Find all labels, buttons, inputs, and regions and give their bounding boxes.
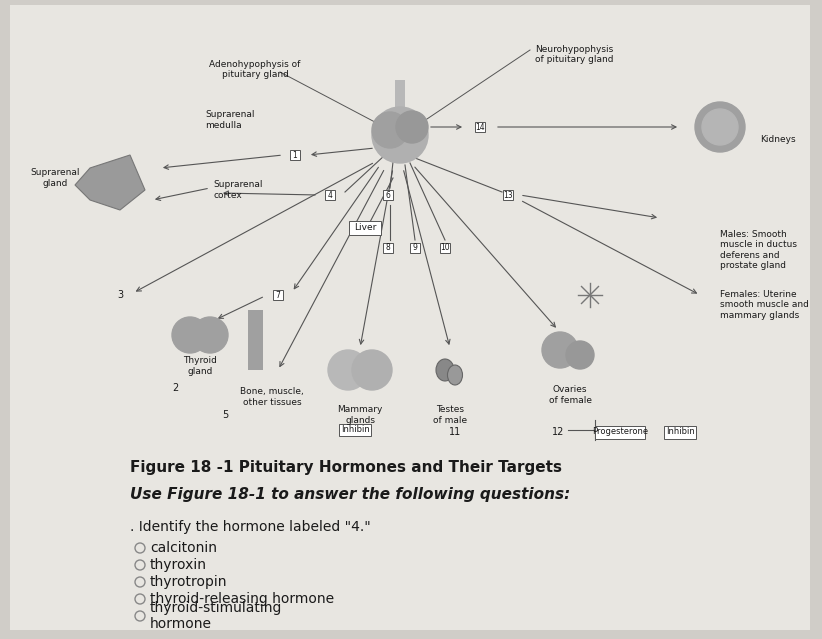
- Bar: [248, 310, 263, 370]
- Text: thyroid-releasing hormone: thyroid-releasing hormone: [150, 592, 334, 606]
- Bar: [475, 122, 485, 132]
- Text: thyroxin: thyroxin: [150, 558, 207, 572]
- Text: Inhibin: Inhibin: [666, 427, 695, 436]
- Circle shape: [352, 350, 392, 390]
- Bar: [410, 243, 420, 253]
- Text: 10: 10: [441, 243, 450, 252]
- Text: Liver: Liver: [353, 224, 376, 233]
- Text: Bone, muscle,
other tissues: Bone, muscle, other tissues: [240, 387, 304, 406]
- Circle shape: [372, 112, 408, 148]
- Circle shape: [328, 350, 368, 390]
- Ellipse shape: [447, 365, 463, 385]
- Text: 1: 1: [293, 151, 298, 160]
- Circle shape: [372, 107, 428, 163]
- Text: Males: Smooth
muscle in ductus
deferens and
prostate gland: Males: Smooth muscle in ductus deferens …: [720, 230, 797, 270]
- Text: 6: 6: [386, 190, 390, 199]
- Text: Females: Uterine
smooth muscle and
mammary glands: Females: Uterine smooth muscle and mamma…: [720, 290, 809, 320]
- Bar: [325, 190, 335, 200]
- Text: 12: 12: [552, 427, 564, 437]
- Text: Suprarenal
gland: Suprarenal gland: [30, 168, 80, 188]
- Text: 11: 11: [449, 427, 461, 437]
- Text: Kidneys: Kidneys: [760, 135, 796, 144]
- Text: calcitonin: calcitonin: [150, 541, 217, 555]
- Text: Inhibin: Inhibin: [340, 426, 369, 435]
- Circle shape: [192, 317, 228, 353]
- Bar: [440, 243, 450, 253]
- Bar: [383, 243, 393, 253]
- Bar: [664, 426, 696, 438]
- Text: Neurohypophysis
of pituitary gland: Neurohypophysis of pituitary gland: [535, 45, 613, 65]
- Circle shape: [695, 102, 745, 152]
- Text: Adenohypophysis of
pituitary gland: Adenohypophysis of pituitary gland: [210, 60, 301, 79]
- Text: thyroid-stimulating
hormone: thyroid-stimulating hormone: [150, 601, 283, 631]
- Bar: [395, 80, 405, 110]
- Text: Suprarenal
medulla: Suprarenal medulla: [205, 111, 255, 130]
- Bar: [273, 290, 283, 300]
- Circle shape: [702, 109, 738, 145]
- Bar: [290, 150, 300, 160]
- Text: Progesterone: Progesterone: [592, 427, 648, 436]
- Text: 8: 8: [386, 243, 390, 252]
- Text: 9: 9: [413, 243, 418, 252]
- Text: 3: 3: [117, 290, 123, 300]
- Text: 2: 2: [172, 383, 178, 393]
- Text: Suprarenal
cortex: Suprarenal cortex: [213, 180, 262, 200]
- Ellipse shape: [436, 359, 454, 381]
- Bar: [349, 221, 381, 235]
- Text: Testes
of male: Testes of male: [433, 405, 467, 425]
- Text: thyrotropin: thyrotropin: [150, 575, 228, 589]
- Bar: [595, 426, 645, 438]
- Polygon shape: [75, 155, 145, 210]
- Text: Use Figure 18-1 to answer the following questions:: Use Figure 18-1 to answer the following …: [130, 487, 570, 502]
- Bar: [339, 424, 371, 436]
- Bar: [503, 190, 513, 200]
- Text: 4: 4: [327, 190, 332, 199]
- Circle shape: [172, 317, 208, 353]
- Text: Figure 18 -1 Pituitary Hormones and Their Targets: Figure 18 -1 Pituitary Hormones and Thei…: [130, 460, 562, 475]
- Text: 7: 7: [275, 291, 280, 300]
- Bar: [383, 190, 393, 200]
- Circle shape: [396, 111, 428, 143]
- Text: 13: 13: [503, 190, 513, 199]
- Text: Ovaries
of female: Ovaries of female: [548, 385, 592, 404]
- Circle shape: [542, 332, 578, 368]
- Circle shape: [566, 341, 594, 369]
- Text: 5: 5: [222, 410, 229, 420]
- Text: Mammary
glands: Mammary glands: [337, 405, 383, 425]
- Text: Thyroid
gland: Thyroid gland: [183, 357, 217, 376]
- Text: . Identify the hormone labeled "4.": . Identify the hormone labeled "4.": [130, 520, 371, 534]
- Text: 14: 14: [475, 123, 485, 132]
